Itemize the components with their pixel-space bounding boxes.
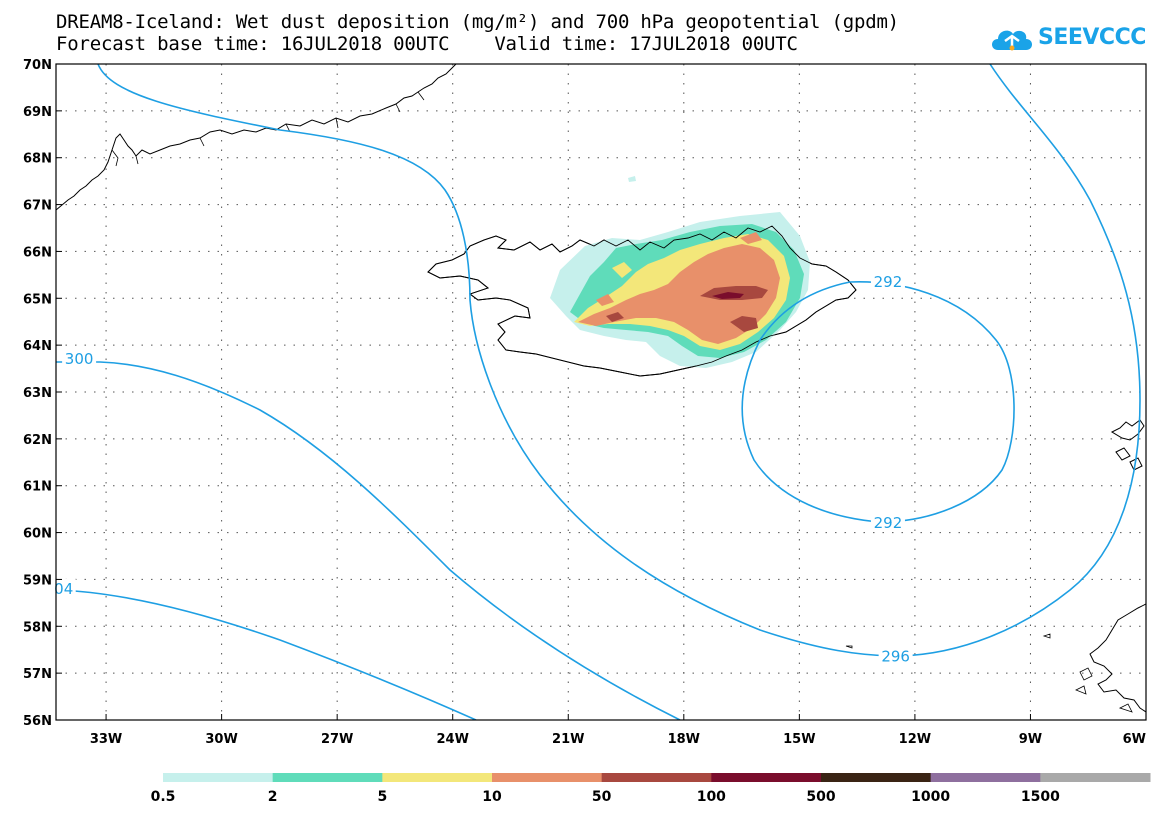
contour-304 [56,589,477,720]
legend-label: 5 [377,789,387,805]
lat-tick-label: 62N [23,433,52,448]
lat-tick-label: 67N [23,199,52,214]
latitude-axis: 70N 69N 68N 67N 66N 65N 64N 63N 62N 61N 60N 59N 58N 5… [23,58,62,729]
legend-swatch [1040,773,1151,782]
lon-tick-label: 9W [1019,732,1042,747]
lon-tick-label: 6W [1123,732,1146,747]
contour-labels: 300 04 292 292 296 [51,271,913,666]
lon-tick-label: 12W [899,732,931,747]
dust-deposition-field [550,176,810,368]
lat-tick-label: 61N [23,480,52,495]
lat-tick-label: 57N [23,667,52,682]
lon-tick-label: 33W [90,732,122,747]
legend-swatch [821,773,932,782]
lon-tick-label: 30W [205,732,237,747]
lat-tick-label: 60N [23,527,52,542]
map-title-line2: Forecast base time: 16JUL2018 00UTC Vali… [56,33,798,55]
lon-tick-label: 18W [668,732,700,747]
contour-label-bg [870,513,905,532]
logo-text: SEEVCCC [1038,25,1146,50]
lat-tick-label: 56N [23,714,52,729]
legend-swatch [492,773,603,782]
lon-tick-label: 24W [436,732,468,747]
legend-label: 0.5 [151,789,176,805]
lat-tick-label: 58N [23,620,52,635]
longitude-axis: 33W 30W 27W 24W 21W 18W 15W 12W 9W 6W [90,714,1147,747]
legend-swatch [163,773,274,782]
contour-label-bg [870,271,905,290]
legend-label: 100 [697,789,726,805]
contour-label: 296 [881,648,910,666]
legend-label: 50 [592,789,612,805]
legend-label: 1500 [1021,789,1060,805]
contour-label-bg [878,646,913,665]
map-title-line1: DREAM8-Iceland: Wet dust deposition (mg/… [56,11,899,33]
legend-label: 2 [268,789,278,805]
contour-label: 300 [65,350,94,368]
contour-label-bg [51,578,76,597]
contour-300 [56,361,681,720]
lat-tick-label: 65N [23,292,52,307]
lat-tick-label: 69N [23,105,52,120]
cloud-logo-icon [992,30,1032,51]
seevccc-logo: SEEVCCC [988,18,1168,60]
greenland-fjords [111,91,425,167]
lon-tick-label: 21W [552,732,584,747]
legend-label: 500 [806,789,835,805]
lat-tick-label: 70N [23,58,52,73]
legend-swatch [382,773,493,782]
lat-tick-label: 68N [23,152,52,167]
color-legend: 0.5 2 5 10 50 100 500 1000 1500 [151,773,1151,805]
contour-label: 292 [874,273,903,291]
legend-label: 10 [482,789,502,805]
lon-tick-label: 15W [783,732,815,747]
lat-tick-label: 63N [23,386,52,401]
contour-label: 292 [874,514,903,532]
greenland-coastline [56,64,457,211]
contour-label-bg [62,349,97,368]
legend-swatch [272,773,383,782]
lat-tick-label: 59N [23,573,52,588]
legend-swatch [711,773,822,782]
lat-tick-label: 66N [23,245,52,260]
legend-swatch [930,773,1041,782]
lat-tick-label: 64N [23,339,52,354]
lon-tick-label: 27W [321,732,353,747]
contour-label: 04 [54,580,73,598]
legend-swatch [601,773,712,782]
scotland-coastline [1089,603,1146,713]
legend-label: 1000 [911,789,950,805]
contour-upper-west [97,64,1141,657]
